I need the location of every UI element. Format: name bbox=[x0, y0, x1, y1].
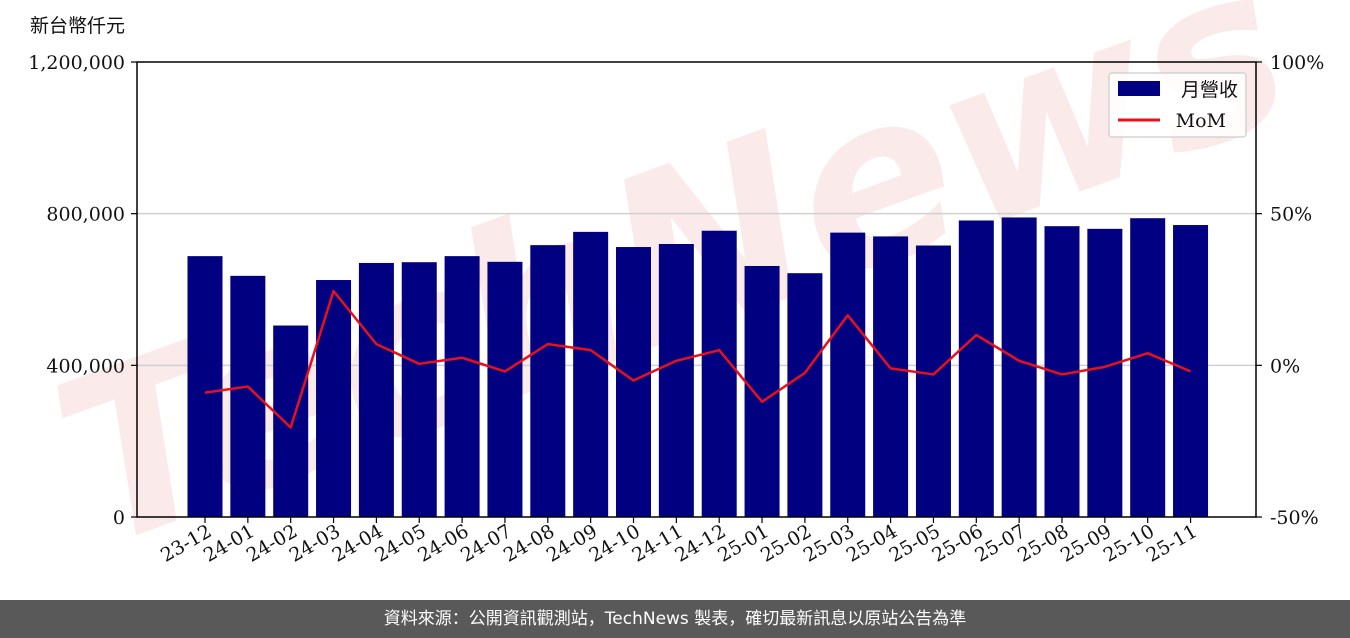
legend: 月營收 MoM bbox=[1108, 72, 1247, 138]
bar bbox=[316, 280, 352, 517]
bar bbox=[444, 256, 480, 517]
bar bbox=[744, 265, 780, 517]
bar bbox=[1130, 218, 1166, 517]
source-footer: 資料來源：公開資訊觀測站，TechNews 製表，確切最新訊息以原站公告為準 bbox=[0, 600, 1350, 638]
right-tick-label: 100% bbox=[1270, 52, 1324, 74]
bar bbox=[1001, 217, 1037, 518]
left-tick-label: 1,200,000 bbox=[28, 52, 125, 74]
mom-series bbox=[204, 289, 1192, 429]
bar bbox=[873, 236, 909, 517]
bar bbox=[187, 256, 223, 517]
legend-label-revenue: 月營收 bbox=[1181, 79, 1238, 101]
right-tick-label: 50% bbox=[1270, 204, 1312, 226]
bar bbox=[358, 262, 394, 517]
x-tick-label: 25-11 bbox=[1143, 520, 1201, 566]
bar bbox=[573, 231, 609, 517]
right-axis: -50% 0% 50% 100% bbox=[1256, 52, 1324, 529]
bar bbox=[958, 220, 994, 517]
bar bbox=[273, 325, 309, 517]
bar bbox=[701, 230, 737, 517]
bar bbox=[530, 245, 566, 517]
left-tick-label: 800,000 bbox=[46, 204, 125, 226]
bar bbox=[401, 262, 437, 517]
left-tick-label: 400,000 bbox=[46, 355, 125, 377]
plot-frame bbox=[136, 61, 1257, 518]
legend-bar-swatch bbox=[1118, 81, 1160, 96]
bar bbox=[787, 273, 823, 517]
right-tick-label: -50% bbox=[1270, 507, 1319, 529]
bar bbox=[658, 244, 694, 517]
mom-line bbox=[204, 289, 1192, 429]
bar bbox=[487, 261, 523, 517]
unit-label: 新台幣仟元 bbox=[30, 15, 125, 37]
left-tick-label: 0 bbox=[113, 507, 125, 529]
right-tick-label: 0% bbox=[1270, 355, 1300, 377]
legend-label-mom: MoM bbox=[1176, 110, 1226, 132]
bar bbox=[830, 232, 866, 517]
bar bbox=[230, 275, 266, 517]
bar bbox=[616, 247, 651, 518]
bar bbox=[1087, 228, 1123, 518]
left-axis: 0 400,000 800,000 1,200,000 bbox=[28, 52, 137, 529]
bar-series bbox=[187, 217, 1209, 518]
bar bbox=[915, 245, 951, 517]
